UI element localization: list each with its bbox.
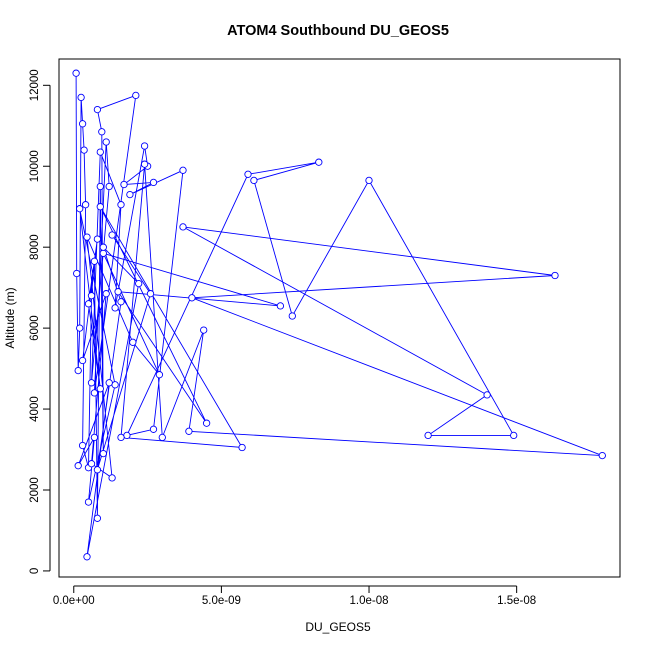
data-point [105, 379, 113, 387]
data-point [90, 389, 99, 397]
data-point [179, 223, 187, 231]
y-tick-label: 4000 [29, 396, 41, 422]
data-point [111, 381, 119, 389]
x-tick-label: 1.5e-08 [497, 595, 536, 607]
data-point [483, 391, 491, 399]
data-point [276, 302, 285, 310]
data-point [96, 148, 104, 156]
data-point [551, 271, 559, 280]
data-point [87, 379, 96, 387]
data-point [510, 431, 518, 440]
data-point [102, 290, 110, 298]
data-point [96, 182, 104, 191]
data-point [99, 449, 107, 458]
data-point [78, 441, 87, 450]
data-point [80, 146, 88, 154]
data-point [188, 294, 196, 302]
y-tick-label: 8000 [29, 234, 41, 260]
data-point [90, 257, 99, 265]
data-point [117, 201, 125, 209]
data-point [146, 290, 155, 298]
data-point [74, 462, 82, 470]
y-axis-label: Altitude (m) [3, 287, 17, 348]
data-point [99, 243, 107, 251]
x-axis: 0.0e+00 5.0e-09 1.0e-08 1.5e-08 [53, 585, 536, 607]
data-point [149, 425, 158, 433]
data-point [126, 190, 134, 199]
data-point [117, 298, 125, 306]
data-point [78, 356, 87, 365]
data-point [155, 371, 164, 379]
data-point [90, 433, 99, 442]
y-axis: 0 2000 4000 6000 8000 10000 12000 [29, 69, 51, 574]
y-tick-label: 6000 [29, 315, 41, 341]
data-point [99, 249, 107, 257]
data-point [96, 385, 104, 393]
data-point [83, 553, 91, 561]
data-point [72, 69, 80, 77]
data-point [81, 201, 90, 209]
data-point [83, 233, 91, 241]
data-point [120, 180, 128, 189]
data-point [114, 288, 122, 296]
x-axis-label: DU_GEOS5 [305, 620, 371, 634]
data-point [87, 292, 96, 300]
data-point [132, 91, 140, 100]
data-point [105, 182, 113, 191]
data-point [93, 105, 102, 114]
data-point [200, 326, 208, 334]
y-tick-label: 0 [29, 568, 41, 574]
data-point [111, 304, 119, 312]
data-point [140, 142, 149, 150]
data-point [315, 158, 323, 166]
data-point [179, 166, 187, 174]
data-point [96, 203, 104, 211]
data-point [84, 498, 93, 506]
data-point [238, 443, 246, 452]
chart-title: ATOM4 Southbound DU_GEOS5 [227, 23, 449, 39]
data-point [149, 178, 158, 187]
data-point [87, 460, 96, 468]
data-point [140, 160, 149, 168]
data-point [424, 431, 432, 440]
data-point [202, 419, 211, 427]
plot-frame [58, 58, 621, 578]
y-tick-label: 10000 [29, 150, 41, 182]
data-point [135, 279, 143, 288]
data-point [365, 176, 373, 185]
data-point [288, 312, 296, 320]
data-point [108, 474, 116, 482]
data-point [78, 120, 87, 128]
data-point [98, 128, 106, 136]
data-point [76, 205, 84, 213]
data-point [598, 451, 606, 460]
series-layer [72, 69, 606, 561]
x-tick-label: 1.0e-08 [350, 595, 389, 607]
data-point [84, 300, 93, 308]
data-point [158, 433, 166, 442]
x-tick-label: 0.0e+00 [53, 595, 95, 607]
data-point [77, 93, 85, 102]
data-point [93, 235, 102, 243]
y-tick-label: 12000 [29, 69, 41, 101]
data-point [244, 170, 252, 178]
x-tick-label: 5.0e-09 [202, 595, 241, 607]
data-point [74, 366, 82, 375]
data-point [93, 466, 102, 474]
data-point [102, 138, 110, 146]
data-point [73, 269, 81, 278]
data-point [123, 431, 131, 440]
data-point [76, 324, 84, 332]
data-point [250, 176, 258, 185]
y-tick-label: 2000 [29, 477, 41, 503]
data-point [129, 338, 137, 346]
data-point [93, 514, 102, 522]
data-point [108, 231, 116, 239]
data-point [117, 433, 125, 442]
data-point [185, 427, 193, 435]
